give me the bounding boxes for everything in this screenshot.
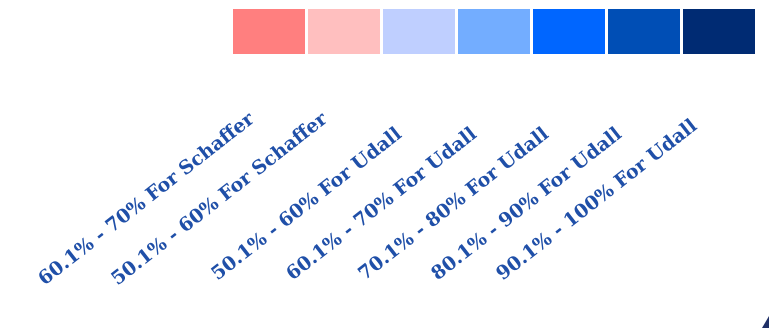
legend-swatch-udall-50-60 [383, 9, 455, 54]
legend-swatch-udall-60-70 [458, 9, 530, 54]
legend-swatch-udall-90-100 [683, 9, 755, 54]
legend-swatch-schaffer-60-70 [233, 9, 305, 54]
corner-mark-icon [762, 316, 769, 328]
legend-swatches [233, 9, 755, 54]
legend-swatch-schaffer-50-60 [308, 9, 380, 54]
legend-swatch-udall-70-80 [533, 9, 605, 54]
legend-swatch-udall-80-90 [608, 9, 680, 54]
